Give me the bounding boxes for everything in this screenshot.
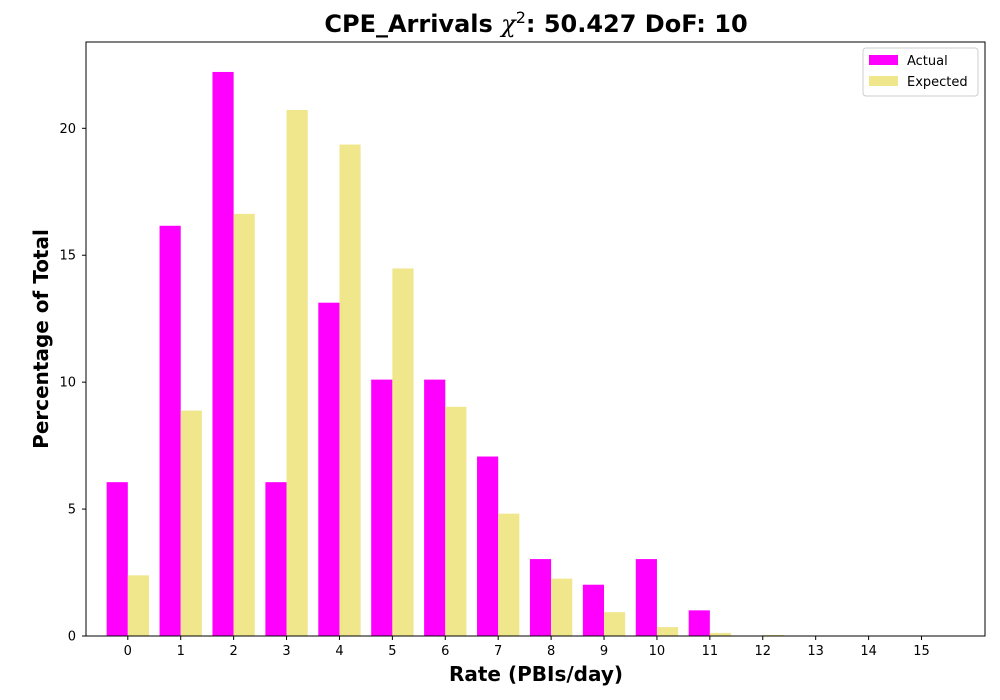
bar-expected-0 xyxy=(127,575,149,636)
x-tick-label-9: 9 xyxy=(600,644,608,659)
bar-expected-8 xyxy=(551,578,573,636)
y-tick-label-15: 15 xyxy=(59,249,76,264)
bar-actual-8 xyxy=(529,559,552,636)
bar-actual-1 xyxy=(159,225,181,636)
legend-label-actual: Actual xyxy=(907,54,948,69)
y-axis-label: Percentage of Total xyxy=(29,229,53,449)
y-tick-label-10: 10 xyxy=(59,376,76,391)
title-suffix: : 50.427 DoF: 10 xyxy=(526,10,748,38)
x-tick-label-6: 6 xyxy=(441,644,449,659)
bar-expected-12 xyxy=(762,634,784,636)
y-tick-label-20: 20 xyxy=(59,122,76,137)
bar-expected-11 xyxy=(709,632,732,636)
bar-actual-2 xyxy=(212,71,234,636)
legend-swatch-actual xyxy=(869,55,898,65)
bar-actual-5 xyxy=(371,379,393,636)
legend-label-expected: Expected xyxy=(907,75,968,90)
bar-expected-2 xyxy=(233,213,255,636)
title-chi: χ xyxy=(499,10,517,38)
bar-actual-9 xyxy=(582,584,605,636)
y-tick-label-0: 0 xyxy=(68,630,76,645)
bar-expected-3 xyxy=(286,110,308,636)
bar-actual-10 xyxy=(635,559,657,636)
x-tick-label-5: 5 xyxy=(388,644,396,659)
x-tick-label-3: 3 xyxy=(282,644,290,659)
bar-actual-0 xyxy=(106,482,128,636)
axes-frame xyxy=(85,41,986,637)
x-tick-label-8: 8 xyxy=(547,644,555,659)
bar-actual-3 xyxy=(265,482,287,636)
bar-expected-6 xyxy=(445,406,467,636)
x-tick-label-15: 15 xyxy=(913,644,930,659)
title-prefix: CPE_Arrivals xyxy=(324,10,501,38)
bar-actual-4 xyxy=(318,302,340,636)
x-tick-label-7: 7 xyxy=(494,644,502,659)
title-superscript: 2 xyxy=(516,8,526,27)
x-tick-label-14: 14 xyxy=(860,644,877,659)
x-axis-label: Rate (PBIs/day) xyxy=(449,662,623,686)
x-tick-label-13: 13 xyxy=(807,644,824,659)
bar-expected-4 xyxy=(339,144,361,637)
x-tick-label-1: 1 xyxy=(177,644,185,659)
chart-title: CPE_Arrivals χ2: 50.427 DoF: 10 xyxy=(324,8,747,38)
legend-swatch-expected xyxy=(869,76,898,86)
x-tick-label-11: 11 xyxy=(702,644,719,659)
bar-actual-7 xyxy=(477,456,499,636)
x-tick-label-12: 12 xyxy=(754,644,771,659)
bar-expected-1 xyxy=(180,410,202,636)
bar-actual-11 xyxy=(688,610,710,636)
x-tick-label-0: 0 xyxy=(124,644,132,659)
plot-area: 0 1 2 3 4 5 6 7 8 9 10 11 12 13 14 1505101520ActualExpe… xyxy=(59,41,986,659)
x-tick-label-2: 2 xyxy=(229,644,237,659)
bar-expected-5 xyxy=(392,268,414,636)
y-tick-label-5: 5 xyxy=(68,503,76,518)
x-tick-label-10: 10 xyxy=(649,644,666,659)
bar-actual-6 xyxy=(424,379,446,636)
bar-expected-10 xyxy=(656,627,679,636)
legend: Actual Expected xyxy=(862,47,979,97)
bar-expected-7 xyxy=(498,513,520,636)
x-tick-label-4: 4 xyxy=(335,644,343,659)
bar-expected-9 xyxy=(604,612,626,636)
